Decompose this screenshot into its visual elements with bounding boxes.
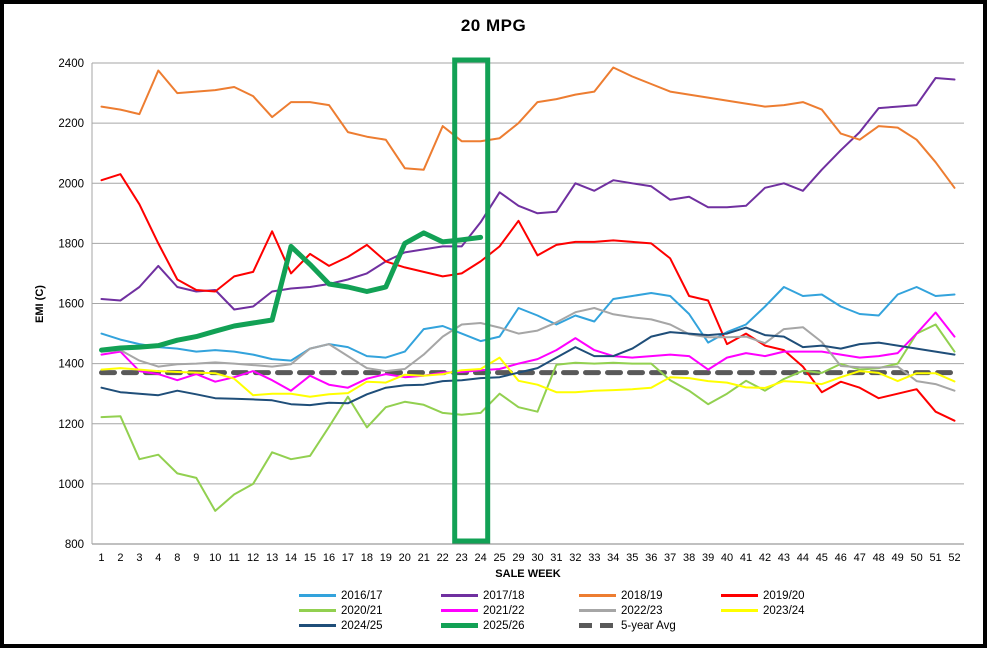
x-tick-label: 52 xyxy=(948,552,960,564)
y-tick-label: 1000 xyxy=(58,479,84,491)
x-tick-label: 11 xyxy=(228,552,239,564)
series-line-2016-17 xyxy=(100,286,956,362)
x-tick-label: 47 xyxy=(854,552,866,564)
highlight-box xyxy=(452,57,491,544)
x-tick-label: 51 xyxy=(929,552,941,564)
y-tick-label: 800 xyxy=(65,539,84,551)
y-tick-label: 1400 xyxy=(58,359,84,371)
chart-title: 20 MPG xyxy=(460,16,527,35)
y-tick-label: 2000 xyxy=(58,178,84,190)
x-tick-label: 46 xyxy=(835,552,847,564)
x-tick-label: 15 xyxy=(304,552,316,564)
x-tick-label: 49 xyxy=(892,552,904,564)
x-tick-label: 30 xyxy=(531,552,543,564)
series-line-2022-23 xyxy=(100,307,956,392)
x-tick-label: 32 xyxy=(569,552,581,564)
x-tick-label: 23 xyxy=(456,552,468,564)
x-tick-label: 33 xyxy=(588,552,600,564)
x-tick-label: 21 xyxy=(418,552,430,564)
y-tick-label: 2400 xyxy=(58,58,84,70)
y-tick-label: 1600 xyxy=(58,299,84,311)
x-tick-label: 45 xyxy=(816,552,828,564)
x-tick-label: 1 xyxy=(98,552,104,564)
x-tick-label: 31 xyxy=(550,552,562,564)
x-tick-label: 14 xyxy=(285,552,297,564)
series-line-2019-20 xyxy=(100,173,956,422)
x-tick-label: 40 xyxy=(721,552,733,564)
series-line-2017-18 xyxy=(100,77,956,311)
x-tick-label: 50 xyxy=(910,552,922,564)
x-tick-label: 22 xyxy=(437,552,449,564)
x-axis-title: SALE WEEK xyxy=(495,568,561,580)
x-tick-label: 4 xyxy=(155,552,161,564)
series-line-2023-24 xyxy=(100,356,956,398)
x-tick-label: 36 xyxy=(645,552,657,564)
x-tick-label: 37 xyxy=(664,552,676,564)
x-tick-label: 24 xyxy=(474,552,486,564)
x-tick-label: 13 xyxy=(266,552,278,564)
x-tick-label: 16 xyxy=(323,552,335,564)
x-tick-label: 38 xyxy=(683,552,695,564)
x-tick-label: 18 xyxy=(361,552,373,564)
y-tick-label: 1200 xyxy=(58,419,84,431)
x-tick-label: 9 xyxy=(193,552,199,564)
series-line-2024-25 xyxy=(100,326,956,407)
x-tick-label: 2 xyxy=(117,552,123,564)
series-line-2018-19 xyxy=(100,66,956,189)
x-tick-label: 8 xyxy=(174,552,180,564)
y-tick-label: 1800 xyxy=(58,238,84,250)
x-tick-label: 43 xyxy=(778,552,790,564)
x-tick-label: 17 xyxy=(342,552,354,564)
x-tick-label: 29 xyxy=(512,552,524,564)
x-tick-label: 3 xyxy=(136,552,142,564)
x-tick-label: 20 xyxy=(399,552,411,564)
x-tick-label: 35 xyxy=(626,552,638,564)
x-tick-label: 44 xyxy=(797,552,809,564)
y-tick-label: 2200 xyxy=(58,118,84,130)
x-tick-label: 41 xyxy=(740,552,752,564)
x-tick-label: 25 xyxy=(493,552,505,564)
x-tick-label: 34 xyxy=(607,552,619,564)
x-tick-label: 10 xyxy=(209,552,221,564)
x-tick-label: 42 xyxy=(759,552,771,564)
x-tick-label: 39 xyxy=(702,552,714,564)
x-tick-label: 12 xyxy=(247,552,259,564)
series-line-2021-22 xyxy=(100,311,956,392)
x-tick-label: 19 xyxy=(380,552,392,564)
series-line-2020-21 xyxy=(100,323,956,512)
series-line-2025-26 xyxy=(99,230,484,353)
x-tick-label: 48 xyxy=(873,552,885,564)
